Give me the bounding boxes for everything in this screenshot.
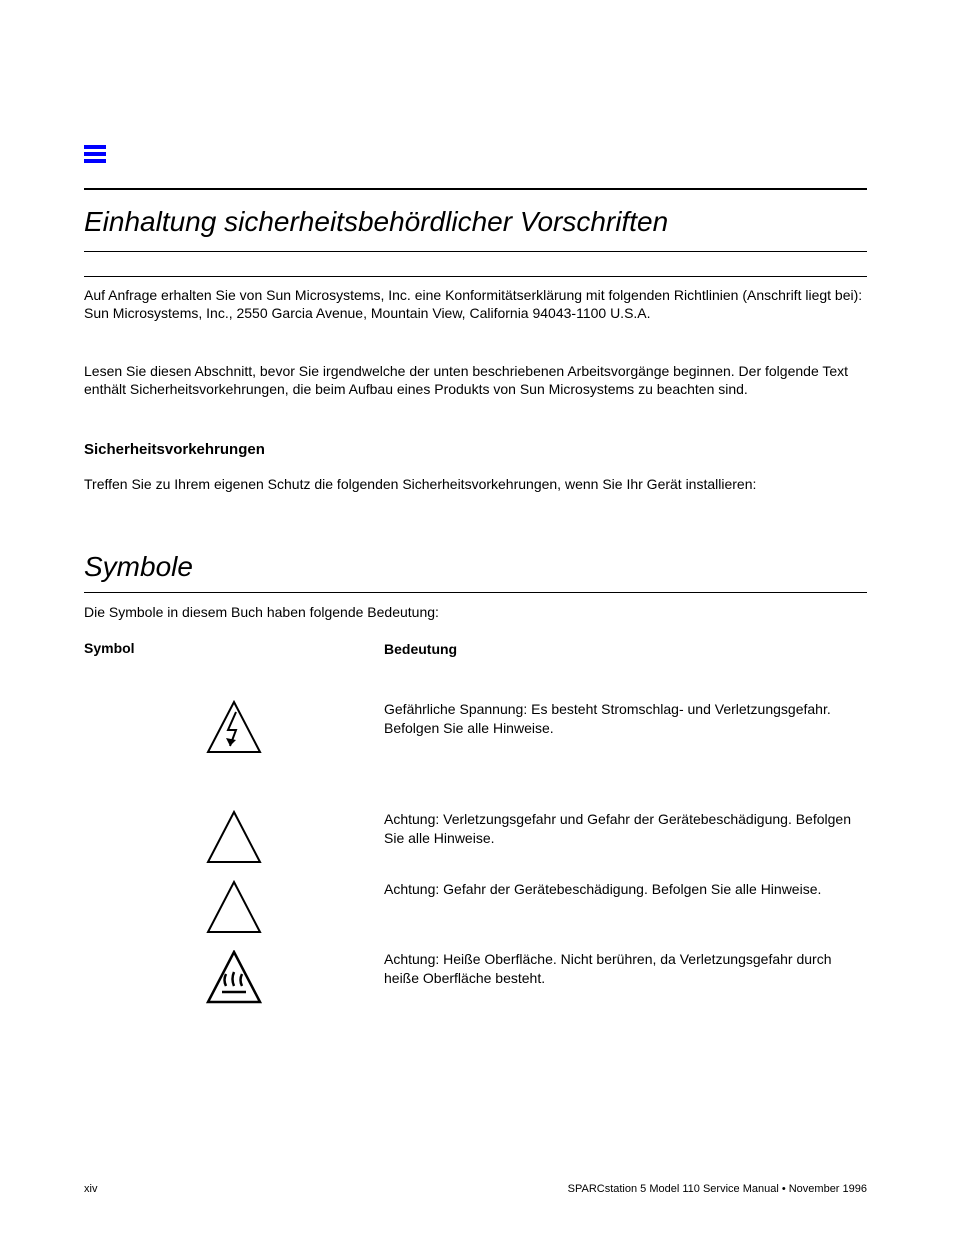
page-root: Einhaltung sicherheitsbehördlicher Vorsc… bbox=[0, 0, 954, 1235]
rule-3 bbox=[84, 592, 867, 593]
rule-2 bbox=[84, 276, 867, 277]
symbol-header-label: Symbol bbox=[84, 640, 135, 656]
hot-surface-icon bbox=[84, 950, 384, 1011]
para-safety-intro: Treffen Sie zu Ihrem eigenen Schutz die … bbox=[84, 475, 867, 493]
caution-icon bbox=[84, 880, 384, 941]
page-footer: xiv SPARCstation 5 Model 110 Service Man… bbox=[84, 1183, 867, 1195]
rule-1 bbox=[84, 251, 867, 252]
caution-exclaim-icon bbox=[84, 810, 384, 871]
para-intro: Lesen Sie diesen Abschnitt, bevor Sie ir… bbox=[84, 362, 867, 398]
symbol-header-desc: Bedeutung bbox=[384, 640, 867, 659]
caution-desc: Achtung: Gefahr der Gerätebeschädigung. … bbox=[384, 880, 867, 899]
section-title-compliance: Einhaltung sicherheitsbehördlicher Vorsc… bbox=[84, 206, 668, 238]
caution-exclaim-desc: Achtung: Verletzungsgefahr und Gefahr de… bbox=[384, 810, 867, 848]
page-number: xiv bbox=[84, 1183, 97, 1195]
hot-desc: Achtung: Heiße Oberfläche. Nicht berühre… bbox=[384, 950, 867, 988]
symbols-intro: Die Symbole in diesem Buch haben folgend… bbox=[84, 604, 439, 620]
menu-icon bbox=[84, 143, 106, 165]
rule-top bbox=[84, 188, 867, 190]
subheading-safety: Sicherheitsvorkehrungen bbox=[84, 440, 867, 460]
para-address: Auf Anfrage erhalten Sie von Sun Microsy… bbox=[84, 286, 867, 322]
voltage-icon bbox=[84, 700, 384, 761]
voltage-desc: Gefährliche Spannung: Es besteht Stromsc… bbox=[384, 700, 867, 738]
footer-title: SPARCstation 5 Model 110 Service Manual … bbox=[568, 1183, 867, 1195]
section-title-symbols: Symbole bbox=[84, 551, 193, 583]
